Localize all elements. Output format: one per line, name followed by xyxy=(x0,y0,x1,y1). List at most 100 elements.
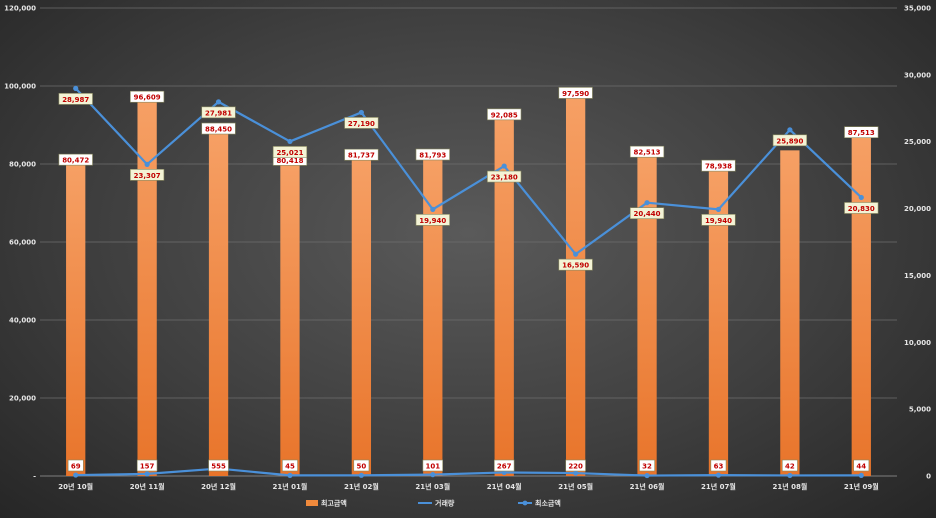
data-label-box xyxy=(130,90,165,103)
y-right-tick-label: 20,000 xyxy=(904,205,931,213)
data-labels: 80,472 96,609 88,450 80,418 81,737 81,793 92,0… xyxy=(58,87,879,472)
data-label-text: 32 xyxy=(642,463,652,471)
y-right-tick-label: 25,000 xyxy=(904,138,931,146)
data-label-text: 23,307 xyxy=(134,172,161,180)
volume-value-label: 101 xyxy=(422,459,443,472)
series-line xyxy=(74,87,863,256)
bar xyxy=(637,154,657,477)
series-point xyxy=(287,138,293,145)
x-tick-label: 21년 06월 xyxy=(630,482,665,491)
data-label-box xyxy=(629,207,665,219)
data-label-box xyxy=(67,459,84,472)
x-tick-label: 21년 08월 xyxy=(772,482,807,491)
min-price-value-label: 23,180 xyxy=(487,170,522,183)
min-price-value-label: 19,940 xyxy=(701,214,736,226)
min-price-value-label: 27,981 xyxy=(201,106,236,119)
data-label-text: 28,987 xyxy=(62,96,89,104)
data-label-text: 20,830 xyxy=(848,205,875,213)
series-point xyxy=(144,471,150,477)
bar xyxy=(66,162,86,477)
legend-label: 거래량 xyxy=(435,499,455,508)
x-tick-label: 21년 03월 xyxy=(415,482,450,491)
y-left-tick-label: 100,000 xyxy=(4,83,36,91)
data-label-text: 23,180 xyxy=(491,174,518,182)
x-tick-label: 20년 10월 xyxy=(58,482,93,491)
series-point xyxy=(287,472,293,478)
volume-value-label: 69 xyxy=(67,459,84,472)
data-label-text: 20,440 xyxy=(634,210,661,218)
volume-value-label: 63 xyxy=(710,459,727,472)
y-left-tick-label: 60,000 xyxy=(9,239,36,247)
data-label-box xyxy=(422,459,443,472)
series-point xyxy=(644,472,650,479)
x-tick-label: 21년 01월 xyxy=(273,482,308,491)
data-label-box xyxy=(136,459,158,472)
data-label-box xyxy=(487,108,522,121)
data-label-text: 82,513 xyxy=(634,149,661,157)
data-label-text: 19,940 xyxy=(419,217,446,225)
bar-value-label: 78,938 xyxy=(701,159,736,172)
legend-swatch xyxy=(306,500,318,506)
data-label-box xyxy=(282,459,298,472)
bar-series xyxy=(66,95,871,477)
min-price-value-label: 20,830 xyxy=(844,202,879,214)
y-right-tick-label: 30,000 xyxy=(904,71,931,79)
min-price-value-label: 20,440 xyxy=(629,207,665,219)
data-label-box xyxy=(772,134,807,147)
gridlines xyxy=(40,7,897,477)
data-label-text: 81,793 xyxy=(419,152,446,160)
series-point xyxy=(858,472,864,479)
series-point xyxy=(715,206,722,212)
data-label-text: 42 xyxy=(785,463,795,471)
series-point xyxy=(787,472,793,479)
bar xyxy=(423,157,443,476)
bar-value-label: 80,472 xyxy=(58,153,93,166)
data-label-text: 101 xyxy=(425,463,440,471)
data-label-box xyxy=(130,169,165,181)
data-label-text: 87,513 xyxy=(848,129,875,137)
bar-value-label: 88,450 xyxy=(201,122,236,135)
data-label-box xyxy=(710,459,727,472)
legend-item: 최고금액 xyxy=(306,499,347,508)
data-label-text: 80,418 xyxy=(276,157,303,165)
series-point xyxy=(715,472,722,478)
data-label-text: 220 xyxy=(568,463,583,471)
y-left-tick-label: 20,000 xyxy=(9,395,36,403)
y-right-tick-label: 5,000 xyxy=(909,406,931,414)
y-left-tick-label: 80,000 xyxy=(9,161,36,169)
data-label-text: 96,609 xyxy=(134,94,161,102)
series-point xyxy=(144,161,150,167)
data-label-text: 69 xyxy=(71,463,81,471)
series-point xyxy=(858,194,864,201)
data-label-box xyxy=(701,214,736,226)
data-label-box xyxy=(494,459,515,472)
min-price-value-label: 27,190 xyxy=(344,117,379,129)
data-label-text: 27,190 xyxy=(348,120,375,128)
data-label-box xyxy=(58,153,93,166)
x-tick-label: 20년 11월 xyxy=(130,482,165,491)
data-label-box xyxy=(629,145,665,158)
min-price-value-label: 19,940 xyxy=(415,214,450,226)
series-point xyxy=(358,472,364,478)
bar-value-label: 82,513 xyxy=(629,145,665,158)
volume-value-label: 555 xyxy=(208,459,229,472)
data-label-text: 45 xyxy=(285,463,295,471)
bar xyxy=(137,99,157,476)
series-point xyxy=(73,472,79,478)
data-label-text: 97,590 xyxy=(562,90,589,98)
data-label-box xyxy=(558,87,593,99)
data-label-text: 25,890 xyxy=(776,137,803,145)
data-label-text: 63 xyxy=(714,463,724,471)
data-label-box xyxy=(353,459,370,472)
data-label-box xyxy=(415,148,450,161)
bar xyxy=(280,162,300,476)
legend-marker xyxy=(522,500,528,506)
volume-value-label: 45 xyxy=(282,459,298,472)
data-label-box xyxy=(558,258,593,271)
volume-value-label: 42 xyxy=(781,459,798,472)
bar-value-label: 96,609 xyxy=(130,90,165,103)
data-label-box xyxy=(487,170,522,183)
data-label-text: 44 xyxy=(856,463,866,471)
